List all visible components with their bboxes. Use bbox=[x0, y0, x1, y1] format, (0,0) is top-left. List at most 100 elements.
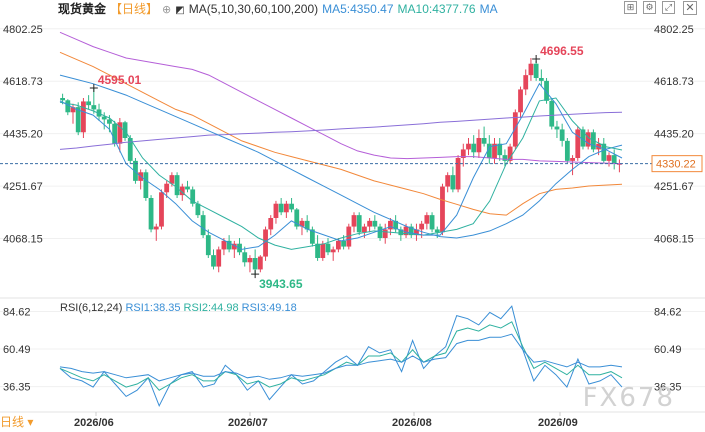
candle-body bbox=[564, 140, 570, 161]
candle-body bbox=[179, 186, 185, 196]
candle-body bbox=[512, 112, 518, 147]
y-tick-right-3: 4251.67 bbox=[654, 181, 694, 193]
candle-body bbox=[325, 243, 331, 253]
candle-body bbox=[315, 243, 320, 258]
rsi-tick-left-0: 84.62 bbox=[3, 306, 31, 318]
candle-body bbox=[200, 215, 206, 236]
rsi-line-RSI3 bbox=[59, 333, 623, 382]
candle-body bbox=[372, 220, 378, 227]
chart-header: 现货黄金 【日线】 ⊕ ◩ MA(5,10,30,60,100,200) MA5:4350… bbox=[0, 0, 705, 18]
candle-body bbox=[216, 249, 222, 267]
candle-body bbox=[263, 229, 268, 257]
ma-line-MA100 bbox=[59, 31, 623, 165]
candle-body bbox=[330, 249, 336, 253]
rsi2-value: RSI2:44.98 bbox=[183, 302, 239, 314]
candle-body bbox=[533, 63, 539, 78]
current-price-box bbox=[651, 155, 703, 173]
candle-body bbox=[195, 203, 201, 216]
x-label-1: 2026/07 bbox=[228, 417, 268, 429]
rsi-header: RSI(6,12,24) RSI1:38.35 RSI2:44.98 RSI3:… bbox=[60, 302, 297, 314]
candle-body bbox=[466, 143, 471, 150]
rsi-tick-right-2: 36.35 bbox=[654, 382, 682, 394]
candle-body bbox=[523, 75, 529, 90]
rsi-tick-right-0: 84.62 bbox=[654, 306, 682, 318]
period-selector[interactable]: 【日线】 bbox=[110, 2, 159, 16]
candle-body bbox=[403, 226, 409, 236]
candle-body bbox=[205, 235, 211, 256]
annotation-label-1: 3943.65 bbox=[259, 277, 303, 291]
x-label-0: 2026/06 bbox=[74, 417, 114, 429]
candle-body bbox=[575, 129, 581, 158]
candle-body bbox=[283, 203, 289, 213]
candle-body bbox=[346, 226, 352, 247]
candle-body bbox=[164, 183, 170, 193]
candle-body bbox=[460, 149, 466, 158]
candle-body bbox=[393, 220, 399, 230]
candle-body bbox=[559, 129, 565, 141]
candle-body bbox=[65, 100, 71, 113]
ma-line-MA10 bbox=[59, 97, 623, 250]
candle-body bbox=[497, 143, 503, 156]
candle-body bbox=[351, 215, 357, 227]
candle-body bbox=[616, 163, 622, 165]
rsi-tick-right-1: 60.49 bbox=[654, 344, 682, 356]
close-icon[interactable]: ✕ bbox=[683, 1, 697, 15]
candle-body bbox=[304, 220, 310, 230]
candle-body bbox=[507, 146, 513, 161]
candle-body bbox=[257, 256, 263, 270]
candle-body bbox=[341, 240, 347, 247]
candle-body bbox=[273, 203, 279, 218]
candle-body bbox=[107, 119, 112, 124]
zoom-icon[interactable]: ⊞ bbox=[624, 1, 637, 14]
toolbar-icons: ⊞ ⚙ ⤢ bbox=[624, 1, 675, 14]
settings-icon[interactable]: ⚙ bbox=[643, 1, 656, 14]
candle-body bbox=[471, 143, 477, 153]
symbol-title: 现货黄金 bbox=[58, 2, 107, 16]
rsi-title: RSI(6,12,24) bbox=[60, 302, 123, 314]
candle-body bbox=[60, 98, 66, 101]
candle-body bbox=[606, 155, 612, 161]
candle-body bbox=[242, 252, 248, 263]
candle-body bbox=[356, 215, 362, 233]
candle-body bbox=[309, 229, 315, 244]
candle-body bbox=[86, 101, 92, 106]
candle-body bbox=[252, 258, 258, 270]
y-tick-left-1: 4618.73 bbox=[3, 76, 43, 88]
add-circle-icon[interactable]: ⊕ bbox=[162, 4, 172, 16]
ma-params: MA(5,10,30,60,100,200) bbox=[188, 2, 319, 16]
ma-line-MA200 bbox=[59, 51, 623, 216]
candle-body bbox=[382, 229, 388, 238]
candle-body bbox=[112, 123, 118, 144]
candle-body bbox=[174, 175, 180, 196]
candle-body bbox=[101, 116, 107, 120]
candle-body bbox=[544, 80, 549, 101]
candle-body bbox=[445, 175, 451, 187]
candle-body bbox=[486, 143, 492, 158]
candle-body bbox=[169, 175, 175, 184]
candle-body bbox=[450, 175, 456, 190]
candle-body bbox=[429, 215, 435, 230]
y-tick-left-3: 4251.67 bbox=[3, 181, 43, 193]
candle-body bbox=[133, 160, 138, 181]
candles bbox=[60, 58, 622, 276]
x-label-3: 2026/09 bbox=[538, 417, 578, 429]
period-label[interactable]: 日线 ▾ bbox=[0, 413, 33, 430]
fullscreen-icon[interactable]: ⤢ bbox=[662, 1, 675, 14]
candle-body bbox=[221, 240, 227, 250]
candle-body bbox=[91, 105, 97, 110]
candle-body bbox=[278, 203, 284, 213]
candle-body bbox=[231, 243, 237, 250]
period-label-text: 日线 bbox=[0, 415, 25, 429]
chevron-down-icon: ▾ bbox=[27, 415, 34, 429]
ma5-value: MA5:4350.47 bbox=[322, 2, 394, 16]
candle-body bbox=[611, 155, 617, 164]
annotation-label-0: 4595.01 bbox=[98, 73, 142, 87]
candle-body bbox=[502, 155, 508, 161]
candle-body bbox=[117, 122, 123, 144]
candle-body bbox=[424, 215, 430, 224]
candle-body bbox=[362, 226, 367, 233]
y-tick-left-2: 4435.20 bbox=[3, 129, 43, 141]
candle-body bbox=[398, 229, 404, 236]
candlestick-icon: ◩ bbox=[175, 5, 185, 16]
